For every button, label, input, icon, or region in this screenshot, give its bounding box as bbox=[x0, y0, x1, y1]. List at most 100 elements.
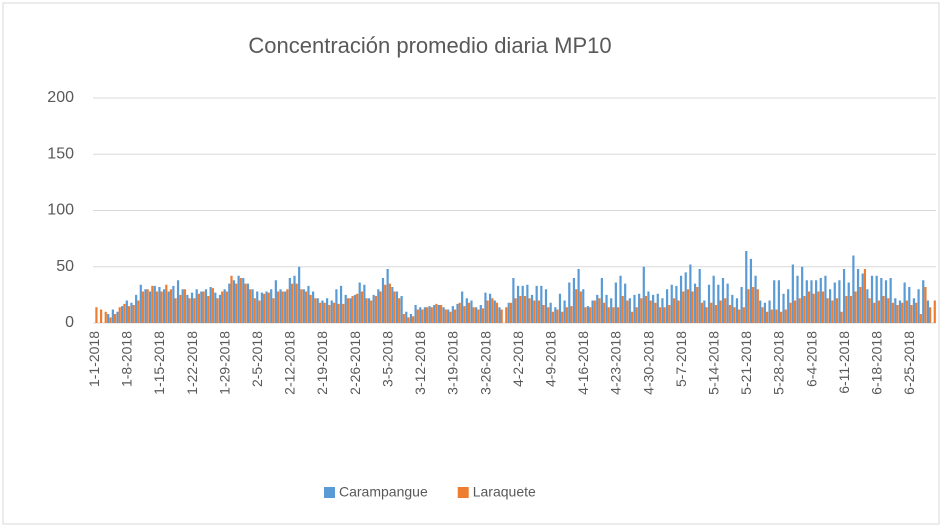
bar bbox=[211, 288, 214, 323]
bar bbox=[826, 298, 829, 323]
x-tick-label: 2-26-2018 bbox=[347, 331, 363, 395]
bar bbox=[861, 273, 864, 323]
bar bbox=[756, 289, 759, 323]
bar bbox=[174, 298, 177, 323]
bar bbox=[221, 291, 224, 323]
bar bbox=[770, 309, 773, 323]
bar bbox=[654, 302, 657, 323]
bar bbox=[675, 285, 678, 323]
bar bbox=[349, 298, 352, 323]
bar bbox=[288, 278, 291, 323]
bar bbox=[470, 300, 473, 323]
bar bbox=[130, 302, 133, 323]
bar bbox=[572, 278, 576, 323]
bar bbox=[924, 287, 927, 323]
bar bbox=[509, 302, 513, 323]
bar bbox=[901, 302, 904, 323]
bar bbox=[318, 302, 322, 323]
legend-label: Laraquete bbox=[473, 484, 536, 500]
bar bbox=[628, 298, 631, 323]
bar bbox=[663, 307, 666, 323]
bar bbox=[132, 305, 135, 323]
bar bbox=[372, 294, 375, 323]
bar bbox=[777, 280, 780, 323]
bar bbox=[556, 309, 559, 323]
bar bbox=[391, 287, 394, 323]
bar bbox=[290, 283, 294, 323]
bar bbox=[465, 298, 468, 323]
bar bbox=[516, 285, 520, 323]
bar bbox=[281, 291, 284, 323]
bar bbox=[828, 289, 832, 323]
bar bbox=[633, 294, 636, 323]
bar bbox=[537, 300, 540, 323]
bar bbox=[430, 307, 433, 323]
bar bbox=[388, 283, 391, 323]
bar bbox=[635, 307, 638, 323]
bar bbox=[481, 308, 485, 323]
bar bbox=[498, 307, 501, 323]
bar bbox=[845, 296, 848, 323]
bar bbox=[267, 292, 270, 323]
bar bbox=[782, 293, 785, 323]
y-tick-label: 200 bbox=[47, 89, 74, 106]
bar bbox=[167, 291, 170, 323]
bar bbox=[898, 300, 902, 323]
bar bbox=[400, 296, 403, 323]
bar bbox=[407, 317, 410, 323]
bar bbox=[642, 266, 645, 323]
bar bbox=[339, 285, 343, 323]
bar bbox=[202, 291, 205, 323]
bar bbox=[610, 298, 613, 323]
bar bbox=[393, 291, 396, 323]
bar bbox=[889, 278, 892, 323]
bar bbox=[787, 289, 790, 323]
bar bbox=[137, 300, 140, 323]
bar bbox=[647, 291, 650, 323]
bar bbox=[842, 269, 846, 323]
bar bbox=[237, 275, 240, 323]
bar bbox=[684, 272, 687, 323]
bar bbox=[300, 289, 303, 323]
bar bbox=[644, 296, 648, 323]
x-tick-label: 1-22-2018 bbox=[184, 331, 200, 395]
bar bbox=[414, 305, 417, 323]
bar bbox=[149, 291, 152, 323]
bar bbox=[363, 284, 366, 323]
bar bbox=[246, 283, 250, 323]
bar bbox=[554, 307, 557, 323]
bar bbox=[374, 296, 377, 323]
bar bbox=[179, 294, 182, 323]
bar bbox=[186, 294, 189, 323]
bar bbox=[486, 300, 489, 323]
bar bbox=[819, 278, 822, 323]
bar bbox=[868, 298, 871, 323]
x-tick-label: 4-2-2018 bbox=[510, 331, 526, 387]
bar bbox=[630, 311, 634, 323]
bar bbox=[742, 307, 745, 323]
bar bbox=[565, 307, 568, 323]
bar bbox=[880, 278, 883, 323]
bar bbox=[293, 275, 296, 323]
bar bbox=[228, 283, 231, 323]
bar bbox=[717, 284, 720, 323]
bar bbox=[586, 306, 590, 323]
bar bbox=[884, 280, 888, 323]
bar bbox=[805, 280, 808, 323]
bar bbox=[458, 302, 461, 323]
bar bbox=[307, 285, 310, 323]
bar bbox=[598, 298, 601, 323]
bar bbox=[188, 298, 191, 323]
x-tick-label: 3-19-2018 bbox=[445, 331, 461, 395]
bar bbox=[104, 311, 107, 323]
bar bbox=[489, 293, 492, 323]
bar bbox=[719, 300, 722, 323]
bar bbox=[183, 289, 187, 323]
bar bbox=[386, 269, 389, 323]
bar bbox=[882, 296, 885, 323]
bar bbox=[724, 298, 727, 323]
bar bbox=[917, 289, 920, 323]
bar bbox=[475, 307, 478, 323]
bar bbox=[929, 307, 932, 323]
bar bbox=[528, 298, 531, 323]
